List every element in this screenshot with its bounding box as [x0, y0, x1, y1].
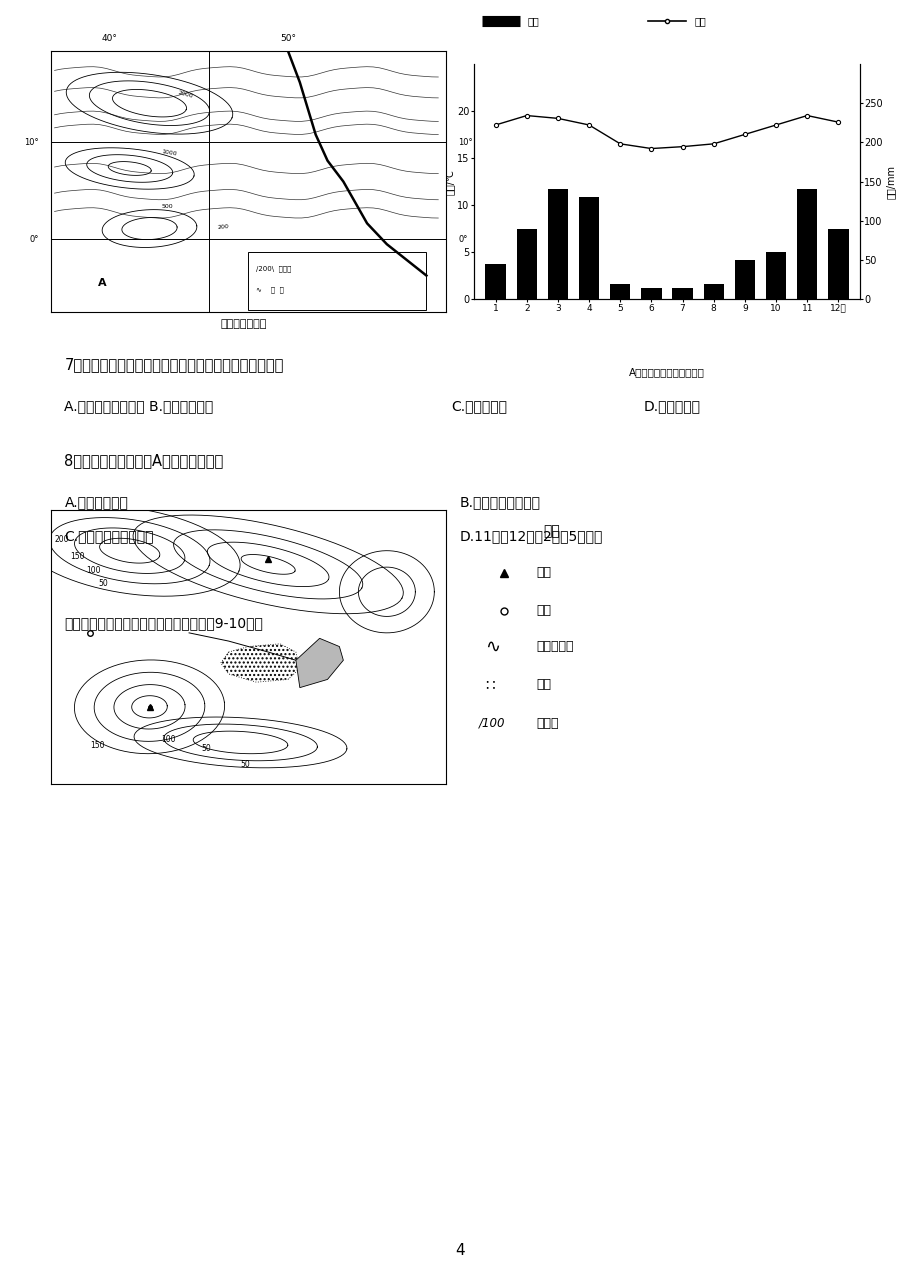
- Bar: [734, 260, 754, 299]
- Bar: [516, 229, 537, 299]
- Text: 世界某区域略图: 世界某区域略图: [221, 320, 267, 330]
- Text: /100: /100: [478, 717, 505, 730]
- Text: 500: 500: [161, 204, 173, 209]
- Text: 0°: 0°: [458, 234, 467, 243]
- Text: 等高线: 等高线: [536, 717, 558, 730]
- Bar: [547, 190, 567, 299]
- Bar: [609, 284, 630, 299]
- Y-axis label: 降水/mm: 降水/mm: [885, 164, 895, 199]
- Text: 10°: 10°: [24, 138, 39, 147]
- Bar: [578, 197, 598, 299]
- Text: 150: 150: [90, 741, 105, 750]
- Text: 图例: 图例: [542, 525, 559, 539]
- Text: 1000: 1000: [161, 149, 177, 157]
- Text: 沼泽: 沼泽: [536, 678, 550, 692]
- Text: /200\  等高线: /200\ 等高线: [256, 265, 291, 271]
- Y-axis label: 气温/℃: 气温/℃: [444, 168, 454, 195]
- Text: ∿    河  流: ∿ 河 流: [256, 287, 284, 293]
- Text: 下图是我国南方某地等高线地形图。读图9-10题。: 下图是我国南方某地等高线地形图。读图9-10题。: [64, 615, 263, 629]
- Text: 150: 150: [71, 552, 85, 561]
- Text: 0°: 0°: [29, 234, 39, 243]
- Polygon shape: [296, 638, 343, 688]
- Text: A: A: [98, 278, 107, 288]
- Bar: [766, 252, 786, 299]
- Text: 气温: 气温: [693, 17, 705, 27]
- Text: 40°: 40°: [102, 33, 118, 42]
- Text: 50: 50: [240, 761, 250, 769]
- Bar: [248, 252, 426, 310]
- Bar: [641, 288, 661, 299]
- Text: A.年降水量较多: A.年降水量较多: [64, 494, 128, 508]
- Text: A.地势西北高东南低 B.丘陵平原为主: A.地势西北高东南低 B.丘陵平原为主: [64, 399, 213, 413]
- Text: 100: 100: [86, 566, 100, 575]
- Text: 200: 200: [217, 223, 229, 229]
- Text: D.相对高度小: D.相对高度小: [643, 399, 700, 413]
- Text: 50: 50: [98, 580, 108, 589]
- Text: 8．下列叙述，不符合A地气候特征的是: 8．下列叙述，不符合A地气候特征的是: [64, 454, 223, 468]
- Text: 降水: 降水: [528, 17, 539, 27]
- Text: 100: 100: [161, 735, 176, 744]
- Text: A地气温与降水量年变化图: A地气温与降水量年变化图: [629, 367, 704, 377]
- Text: 聚落: 聚落: [536, 604, 550, 618]
- Text: C.终年高温，年温差小: C.终年高温，年温差小: [64, 529, 153, 543]
- Text: 4: 4: [455, 1243, 464, 1257]
- Text: ∷: ∷: [484, 678, 494, 692]
- Bar: [703, 284, 723, 299]
- Bar: [672, 288, 692, 299]
- Text: 50: 50: [200, 744, 210, 753]
- Text: 50°: 50°: [279, 33, 296, 42]
- Text: 7．关于图中所示区域的地形特征的叙述，符合事实的是: 7．关于图中所示区域的地形特征的叙述，符合事实的是: [64, 358, 283, 372]
- Bar: [827, 229, 847, 299]
- Text: 2000: 2000: [177, 90, 193, 99]
- Text: 山峰: 山峰: [536, 566, 550, 580]
- Text: 河流、湖泊: 河流、湖泊: [536, 640, 573, 654]
- Text: 10°: 10°: [458, 138, 472, 147]
- Text: C.海岸线曲折: C.海岸线曲折: [450, 399, 506, 413]
- Text: B.降水季节变化明显: B.降水季节变化明显: [460, 494, 540, 508]
- Bar: [796, 190, 816, 299]
- Text: 200: 200: [54, 535, 69, 544]
- Text: ∿: ∿: [484, 637, 499, 656]
- Bar: [485, 264, 505, 299]
- Text: D.11月到12月，2月到5月降水: D.11月到12月，2月到5月降水: [460, 529, 603, 543]
